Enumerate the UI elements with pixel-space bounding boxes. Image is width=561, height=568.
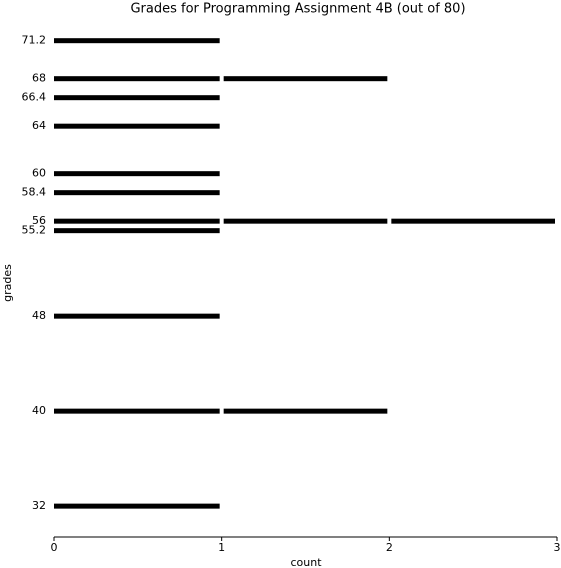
bar-segment [54, 171, 220, 177]
y-tick-label: 40 [32, 404, 46, 417]
bar-segment [54, 218, 220, 224]
y-tick-label: 55.2 [22, 224, 47, 237]
bar-segment [391, 218, 555, 224]
bar-segment [223, 408, 388, 414]
bar [54, 503, 220, 509]
y-tick-label: 71.2 [22, 34, 47, 47]
bar [54, 76, 388, 82]
x-tick-label: 2 [386, 541, 393, 554]
chart-title: Grades for Programming Assignment 4B (ou… [130, 2, 465, 17]
x-axis-label: count [290, 556, 322, 568]
bar-segment [54, 123, 220, 129]
bar [54, 408, 388, 414]
x-tick-label: 3 [554, 541, 561, 554]
bar-segment [54, 503, 220, 509]
bar-segment [54, 38, 220, 44]
y-tick-label: 48 [32, 309, 46, 322]
y-tick-label: 66.4 [22, 91, 47, 104]
y-tick-label: 56 [32, 214, 46, 227]
y-tick-label: 32 [32, 499, 46, 512]
bar-segment [54, 190, 220, 196]
y-tick-label: 60 [32, 167, 46, 180]
x-tick-label: 0 [51, 541, 58, 554]
bar-segment [54, 95, 220, 101]
bar-segment [54, 313, 220, 319]
y-axis-label: grades [1, 264, 14, 302]
y-tick-label: 68 [32, 72, 46, 85]
bar [54, 218, 555, 224]
bar-segment [54, 76, 220, 82]
bar [54, 171, 220, 177]
x-tick-label: 1 [218, 541, 225, 554]
y-tick-label: 64 [32, 119, 46, 132]
bar [54, 38, 220, 44]
bar [54, 228, 220, 234]
bar [54, 190, 220, 196]
bar-segment [223, 76, 388, 82]
bar-segment [54, 228, 220, 234]
bar-segment [223, 218, 388, 224]
y-tick-label: 58.4 [22, 186, 47, 199]
bar [54, 123, 220, 129]
bar [54, 313, 220, 319]
bar [54, 95, 220, 101]
bar-segment [54, 408, 220, 414]
